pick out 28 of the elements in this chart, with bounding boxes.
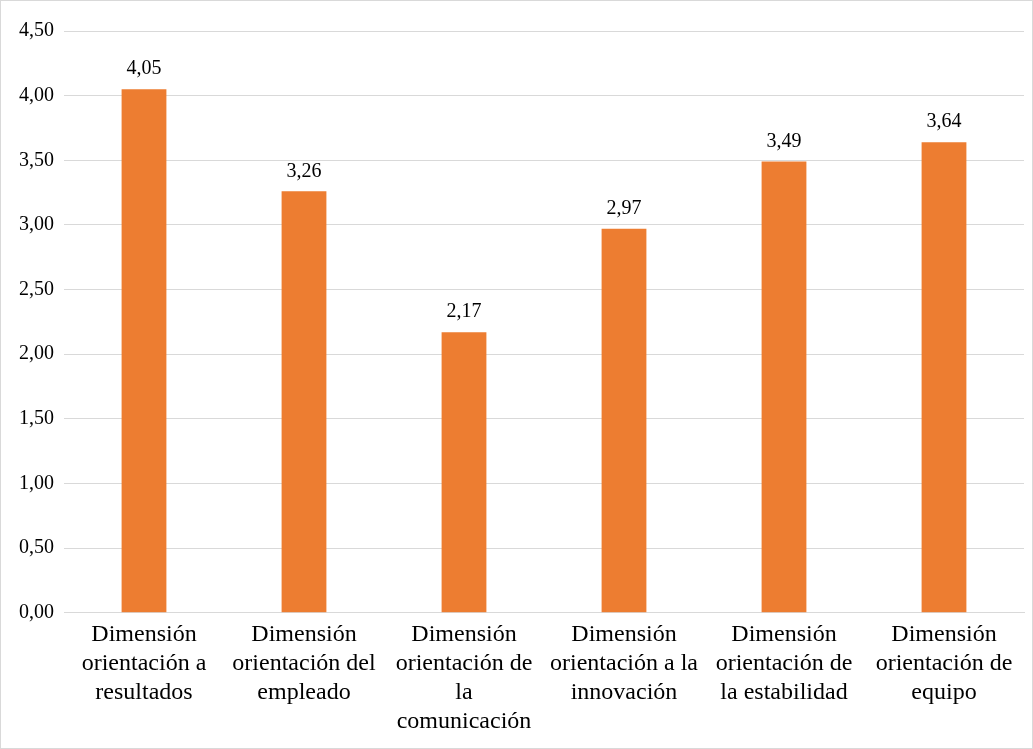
data-label: 3,49 — [766, 128, 802, 151]
y-tick-label: 1,00 — [19, 470, 54, 493]
y-tick-label: 0,50 — [19, 535, 54, 558]
bar — [761, 161, 807, 613]
data-label: 3,26 — [286, 158, 322, 181]
data-label: 2,97 — [606, 196, 642, 219]
x-tick-label: Dimensión orientación a la innovación — [550, 620, 699, 705]
y-tick-label: 3,50 — [19, 147, 54, 170]
data-label: 2,17 — [446, 299, 482, 322]
bar — [441, 332, 487, 613]
y-tick-label: 2,00 — [19, 341, 54, 364]
y-tick-label: 2,50 — [19, 276, 54, 299]
y-tick-label: 1,50 — [19, 406, 54, 429]
bar — [921, 142, 967, 613]
bar — [121, 89, 167, 613]
y-tick-label: 3,00 — [19, 212, 54, 235]
x-tick-label: Dimensión orientación de equipo — [875, 620, 1013, 705]
bar — [601, 228, 647, 613]
y-tick-label: 0,00 — [19, 600, 54, 623]
data-label: 4,05 — [126, 56, 162, 79]
x-tick-label: Dimensión orientación de la comunicación — [395, 620, 533, 733]
data-label: 3,64 — [926, 109, 962, 132]
y-tick-label: 4,00 — [19, 82, 54, 105]
x-tick-label: Dimensión orientación del empleado — [232, 620, 376, 705]
x-tick-label: Dimensión orientación a resultados — [81, 620, 207, 705]
y-tick-label: 4,50 — [19, 18, 54, 41]
bar — [281, 191, 327, 613]
x-tick-label: Dimensión orientación de la estabilidad — [715, 620, 853, 705]
